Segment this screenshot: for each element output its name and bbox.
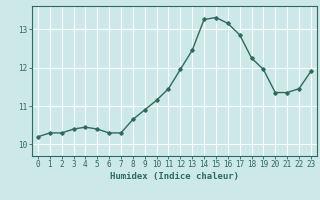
X-axis label: Humidex (Indice chaleur): Humidex (Indice chaleur)	[110, 172, 239, 181]
